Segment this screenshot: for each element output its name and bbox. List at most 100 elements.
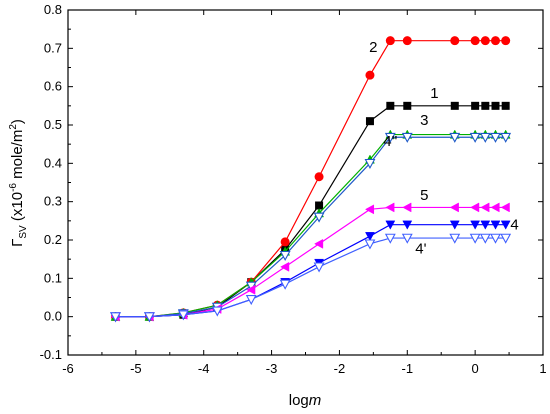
data-point bbox=[500, 132, 512, 143]
data-point bbox=[110, 312, 121, 323]
data-point bbox=[491, 101, 500, 110]
data-point bbox=[490, 202, 500, 213]
data-point bbox=[313, 212, 325, 223]
y-axis-title-sub: SV bbox=[18, 225, 29, 239]
series-layer bbox=[110, 36, 512, 323]
data-point bbox=[480, 36, 490, 46]
x-tick-label: -4 bbox=[198, 361, 210, 376]
data-point bbox=[364, 239, 376, 250]
data-point bbox=[386, 101, 395, 110]
y-tick-label: 0.3 bbox=[44, 194, 62, 209]
data-point bbox=[479, 233, 491, 244]
data-point bbox=[470, 220, 481, 230]
x-axis-title-italic: m bbox=[309, 392, 322, 409]
data-point bbox=[364, 204, 375, 215]
data-point bbox=[500, 202, 510, 213]
data-point bbox=[500, 233, 512, 244]
data-point bbox=[365, 117, 374, 126]
data-point bbox=[384, 233, 396, 244]
y-tick-label: -0.1 bbox=[40, 347, 62, 362]
x-tick-label: -3 bbox=[266, 361, 278, 376]
data-point bbox=[385, 202, 395, 213]
y-tick-label: 0.8 bbox=[44, 2, 62, 17]
curve-label: 4' bbox=[415, 240, 426, 257]
data-point bbox=[280, 237, 290, 247]
y-axis-title-exp2: 2 bbox=[8, 124, 19, 130]
series-4' bbox=[110, 233, 512, 323]
data-point bbox=[490, 220, 501, 230]
data-point bbox=[470, 36, 480, 46]
data-point bbox=[449, 233, 461, 244]
x-axis-title-base: log bbox=[289, 392, 309, 409]
data-point bbox=[501, 101, 510, 110]
data-point bbox=[313, 262, 325, 273]
plot-frame bbox=[67, 9, 544, 356]
data-point bbox=[401, 233, 413, 244]
series-3 bbox=[110, 129, 511, 321]
curve-label: 3 bbox=[420, 112, 428, 129]
data-point bbox=[402, 202, 412, 213]
series-4'' bbox=[110, 132, 512, 323]
data-point bbox=[402, 36, 412, 46]
data-point bbox=[481, 101, 490, 110]
y-tick-label: 0.4 bbox=[44, 155, 62, 170]
y-tick-label: 0.5 bbox=[44, 117, 62, 132]
data-point bbox=[480, 202, 490, 213]
data-point bbox=[402, 220, 413, 230]
curve-label: 2 bbox=[369, 39, 377, 56]
x-tick-label: 1 bbox=[539, 361, 546, 376]
curve-label: 5 bbox=[420, 187, 428, 204]
y-tick-label: 0.1 bbox=[44, 270, 62, 285]
data-point bbox=[246, 284, 256, 295]
data-point bbox=[500, 220, 511, 230]
data-point bbox=[365, 70, 375, 80]
x-tick-label: -2 bbox=[334, 361, 346, 376]
y-axis-title: ΓSV (x10-6 mole/m2) bbox=[8, 119, 29, 247]
data-point bbox=[471, 101, 480, 110]
y-axis-title-pre: (x10 bbox=[9, 192, 26, 225]
curve-label: 4 bbox=[510, 216, 518, 233]
data-point bbox=[449, 132, 461, 143]
series-5 bbox=[110, 202, 510, 322]
series-line bbox=[115, 40, 506, 318]
data-point bbox=[470, 202, 480, 213]
series-line bbox=[115, 136, 506, 318]
series-line bbox=[115, 133, 506, 318]
y-tick-label: 0.2 bbox=[44, 232, 62, 247]
data-point bbox=[279, 279, 291, 290]
data-point bbox=[279, 250, 291, 261]
data-point bbox=[245, 295, 257, 306]
x-tick-label: -5 bbox=[130, 361, 142, 376]
x-tick-label: -1 bbox=[402, 361, 414, 376]
data-point bbox=[449, 202, 459, 213]
data-point bbox=[469, 132, 481, 143]
x-axis-title: logm bbox=[289, 392, 322, 409]
data-point bbox=[314, 238, 324, 249]
series-line bbox=[115, 206, 506, 318]
curve-label: 4'' bbox=[383, 133, 397, 150]
data-point bbox=[480, 220, 491, 230]
data-point bbox=[490, 132, 501, 143]
data-point bbox=[364, 158, 376, 169]
data-point bbox=[144, 312, 155, 323]
data-point bbox=[450, 36, 460, 46]
curve-labels-layer: 2 13 4'' 5 4 4' bbox=[369, 39, 518, 257]
data-point bbox=[449, 220, 460, 230]
data-point bbox=[280, 261, 290, 272]
data-point bbox=[450, 101, 459, 110]
y-tick-label: 0.0 bbox=[44, 309, 62, 324]
data-point bbox=[403, 101, 412, 110]
data-point bbox=[177, 310, 189, 321]
data-point bbox=[314, 172, 324, 182]
y-axis-title-post: ) bbox=[9, 119, 26, 124]
y-axis-title-mid: mole/m bbox=[9, 130, 26, 183]
y-axis-title-symbol: Γ bbox=[9, 239, 26, 247]
data-point bbox=[365, 232, 375, 242]
data-point bbox=[401, 132, 413, 143]
ticks-layer: -6 -5 -4 -3 -2 -1 0 1 -0.1 0.0 0.1 0.2 0.3 0.4 0.5 0.6 0… bbox=[40, 2, 547, 376]
y-tick-label: 0.6 bbox=[44, 79, 62, 94]
y-axis-title-exp1: -6 bbox=[8, 183, 19, 192]
data-point bbox=[315, 201, 324, 210]
data-point bbox=[385, 36, 395, 46]
